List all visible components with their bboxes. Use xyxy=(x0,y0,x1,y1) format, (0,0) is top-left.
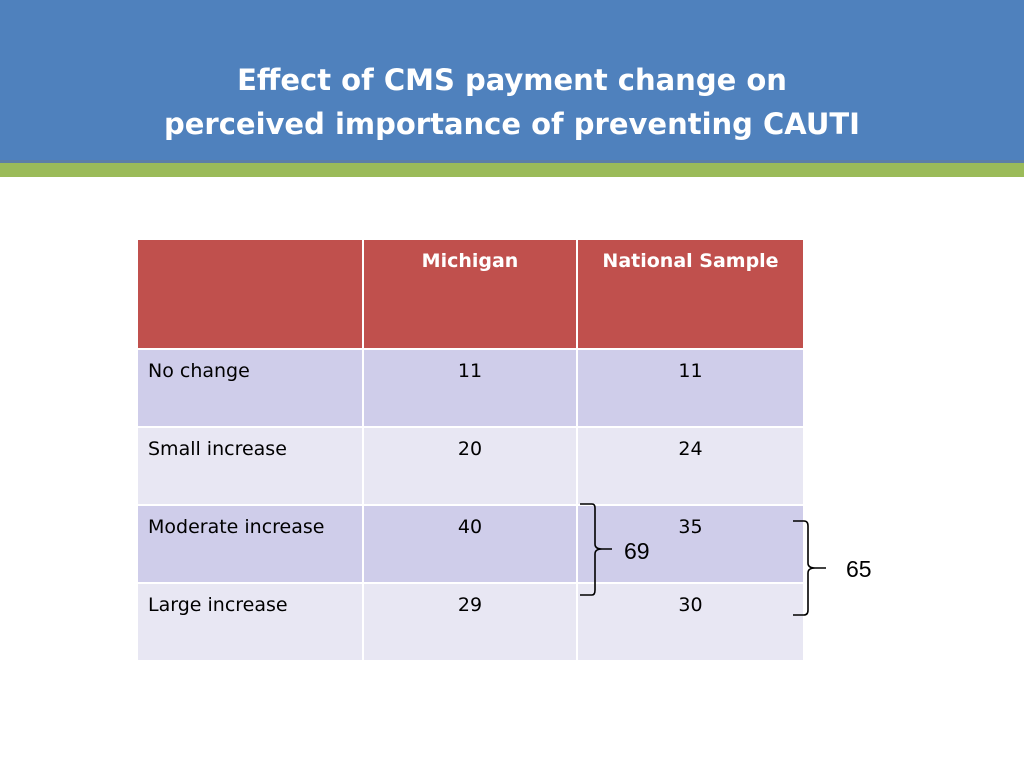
banner-divider xyxy=(0,160,1024,163)
header-blank-cell xyxy=(136,238,364,350)
michigan-sum-brace-icon xyxy=(580,503,612,596)
header-national-sample: National Sample xyxy=(576,238,805,350)
slide-title-line-2: perceived importance of preventing CAUTI xyxy=(164,107,860,141)
title-banner xyxy=(0,0,1024,160)
national-value: 30 xyxy=(576,582,805,662)
table-row: Large increase 29 30 xyxy=(136,582,805,662)
table-header-row: Michigan National Sample xyxy=(136,238,805,350)
michigan-value: 40 xyxy=(362,504,578,584)
national-sum-label: 65 xyxy=(846,556,872,582)
results-table: Michigan National Sample No change 11 11… xyxy=(136,238,805,662)
row-label: Large increase xyxy=(136,582,364,662)
header-michigan: Michigan xyxy=(362,238,578,350)
michigan-value: 11 xyxy=(362,348,578,428)
table-row: Small increase 20 24 xyxy=(136,426,805,506)
michigan-value: 20 xyxy=(362,426,578,506)
accent-stripe xyxy=(0,163,1024,177)
row-label: No change xyxy=(136,348,364,428)
national-value: 11 xyxy=(576,348,805,428)
national-sum-brace-icon xyxy=(793,520,826,616)
table-row: Moderate increase 40 35 xyxy=(136,504,805,584)
michigan-sum-label: 69 xyxy=(624,538,650,564)
national-value: 35 xyxy=(576,504,805,584)
michigan-value: 29 xyxy=(362,582,578,662)
national-value: 24 xyxy=(576,426,805,506)
slide-title-line-1: Effect of CMS payment change on xyxy=(237,63,787,97)
row-label: Moderate increase xyxy=(136,504,364,584)
table-row: No change 11 11 xyxy=(136,348,805,428)
slide-title: Effect of CMS payment change on perceive… xyxy=(0,58,1024,146)
row-label: Small increase xyxy=(136,426,364,506)
